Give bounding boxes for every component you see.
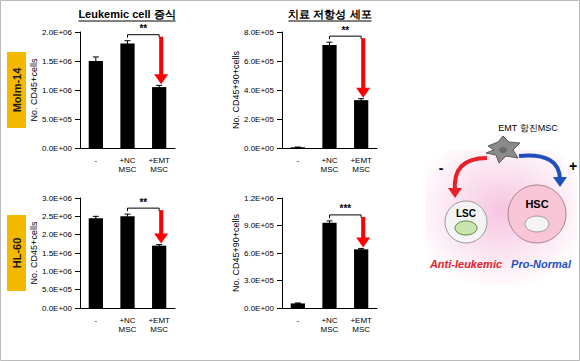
svg-text:MSC: MSC <box>119 165 137 174</box>
svg-text:1.0E+06: 1.0E+06 <box>42 86 73 95</box>
svg-text:+EMT: +EMT <box>350 156 372 165</box>
svg-text:1.0E+06: 1.0E+06 <box>42 267 73 276</box>
svg-text:5.0E+05: 5.0E+05 <box>42 285 73 294</box>
svg-text:No. CD45+90+cells: No. CD45+90+cells <box>231 50 241 129</box>
svg-text:2.0E+06: 2.0E+06 <box>42 28 73 37</box>
svg-text:**: ** <box>139 197 147 208</box>
svg-text:+NC: +NC <box>119 316 135 325</box>
svg-text:Pro-Normal: Pro-Normal <box>511 258 572 270</box>
svg-text:No. CD45+cells: No. CD45+cells <box>29 221 39 284</box>
svg-text:-: - <box>94 156 97 165</box>
svg-text:2.0E+05: 2.0E+05 <box>244 115 275 124</box>
svg-text:1.5E+06: 1.5E+06 <box>42 57 73 66</box>
svg-text:+: + <box>569 158 577 174</box>
svg-text:5.0E+05: 5.0E+05 <box>42 115 73 124</box>
svg-text:MSC: MSC <box>321 325 339 334</box>
svg-text:1.5E+06: 1.5E+06 <box>42 249 73 258</box>
svg-text:EMT 항진MSC: EMT 항진MSC <box>498 123 558 133</box>
svg-text:MSC: MSC <box>119 325 137 334</box>
svg-text:-: - <box>94 316 97 325</box>
svg-text:-: - <box>296 316 299 325</box>
svg-text:LSC: LSC <box>456 208 476 219</box>
svg-text:HL-60: HL-60 <box>11 238 23 269</box>
svg-text:**: ** <box>139 23 147 34</box>
svg-text:0.0E+00: 0.0E+00 <box>244 304 275 313</box>
svg-text:+EMT: +EMT <box>148 316 170 325</box>
svg-text:Leukemic cell 증식: Leukemic cell 증식 <box>78 8 175 20</box>
svg-text:0.0E+00: 0.0E+00 <box>244 144 275 153</box>
svg-text:6.0E+05: 6.0E+05 <box>244 57 275 66</box>
svg-text:-: - <box>296 156 299 165</box>
svg-text:0.0E+00: 0.0E+00 <box>42 144 73 153</box>
svg-text:MSC: MSC <box>352 325 370 334</box>
svg-text:+NC: +NC <box>119 156 135 165</box>
svg-text:3.0E+06: 3.0E+06 <box>42 194 73 203</box>
svg-text:6.0E+05: 6.0E+05 <box>244 249 275 258</box>
svg-text:2.5E+06: 2.5E+06 <box>42 212 73 221</box>
svg-text:8.0E+05: 8.0E+05 <box>244 28 275 37</box>
svg-text:Molm-14: Molm-14 <box>11 67 23 113</box>
svg-text:+NC: +NC <box>321 156 337 165</box>
svg-text:0.0E+00: 0.0E+00 <box>42 304 73 313</box>
svg-text:치료 저항성 세포: 치료 저항성 세포 <box>288 8 371 20</box>
svg-text:Anti-leukemic: Anti-leukemic <box>429 258 502 270</box>
svg-text:+NC: +NC <box>321 316 337 325</box>
svg-text:No. CD45+90+cells: No. CD45+90+cells <box>231 213 241 292</box>
svg-text:MSC: MSC <box>352 165 370 174</box>
svg-text:+EMT: +EMT <box>148 156 170 165</box>
svg-text:MSC: MSC <box>150 325 168 334</box>
svg-text:4.0E+05: 4.0E+05 <box>244 86 275 95</box>
svg-text:HSC: HSC <box>525 198 548 210</box>
svg-text:+EMT: +EMT <box>350 316 372 325</box>
svg-text:-: - <box>439 160 444 176</box>
svg-text:1.2E+06: 1.2E+06 <box>244 194 275 203</box>
svg-text:MSC: MSC <box>150 165 168 174</box>
svg-text:**: ** <box>341 25 349 36</box>
svg-text:No. CD45+cells: No. CD45+cells <box>29 58 39 121</box>
svg-text:MSC: MSC <box>321 165 339 174</box>
svg-text:2.0E+06: 2.0E+06 <box>42 230 73 239</box>
svg-text:3.0E+05: 3.0E+05 <box>244 276 275 285</box>
svg-text:***: *** <box>339 203 351 214</box>
svg-text:9.0E+05: 9.0E+05 <box>244 221 275 230</box>
